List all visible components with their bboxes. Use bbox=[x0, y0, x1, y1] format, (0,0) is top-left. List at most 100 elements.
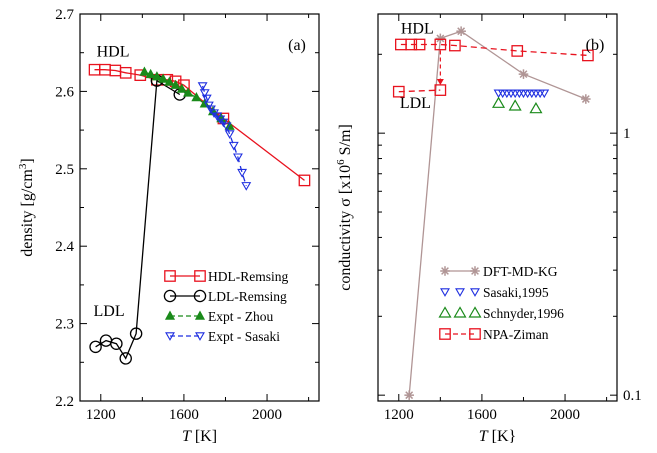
legend-label: LDL-Remsing bbox=[208, 289, 287, 304]
legend-marker bbox=[194, 310, 206, 320]
x-tick-label: 1200 bbox=[86, 407, 116, 423]
data-point bbox=[151, 71, 162, 81]
data-point bbox=[197, 82, 208, 91]
data-point bbox=[224, 130, 235, 139]
series-line bbox=[398, 89, 441, 93]
y-axis-label-sup: 6 bbox=[335, 159, 347, 165]
legend-item: Sasaki,1995 bbox=[440, 285, 549, 300]
legend-item: Expt - Zhou bbox=[164, 309, 273, 324]
asterisk-stroke bbox=[457, 27, 466, 36]
series-line bbox=[201, 85, 247, 186]
x-tick-label: 1200 bbox=[384, 407, 414, 423]
arrow-head bbox=[436, 79, 444, 86]
legend: DFT-MD-KG Sasaki,1995 Schnyder,1996 NPA-Zim… bbox=[438, 264, 564, 342]
legend-label: Expt - Zhou bbox=[208, 309, 273, 324]
ticks: 1200 1600 2000 1 0.1 bbox=[378, 14, 642, 423]
data-point bbox=[456, 26, 466, 37]
legend-marker bbox=[438, 306, 452, 318]
data-point bbox=[529, 101, 543, 114]
data-point bbox=[237, 168, 248, 178]
y-axis-label: density [g/cm3] bbox=[17, 158, 36, 256]
legend-marker bbox=[453, 306, 467, 318]
data-point bbox=[518, 89, 529, 99]
data-point bbox=[89, 340, 102, 354]
legend-marker bbox=[164, 270, 176, 282]
legend-label: NPA-Ziman bbox=[483, 327, 549, 342]
data-point bbox=[434, 38, 447, 51]
series-expt-sasaki bbox=[197, 82, 252, 191]
data-point bbox=[183, 87, 194, 97]
series-line bbox=[94, 69, 305, 181]
y-axis-label-sup: 3 bbox=[17, 163, 29, 169]
data-point bbox=[228, 141, 239, 151]
asterisk-stroke bbox=[405, 391, 414, 400]
legend-marker bbox=[440, 266, 450, 276]
asterisk-stroke bbox=[519, 70, 528, 79]
data-point bbox=[139, 66, 150, 76]
data-point bbox=[201, 94, 212, 104]
data-point bbox=[221, 122, 232, 132]
data-point bbox=[170, 79, 181, 89]
legend-label: HDL-Remsing bbox=[208, 269, 288, 284]
plot-frame bbox=[377, 13, 618, 402]
legend-marker bbox=[469, 328, 481, 340]
data-point bbox=[497, 89, 508, 99]
asterisk-stroke bbox=[441, 267, 449, 275]
data-point bbox=[508, 99, 522, 111]
legend-label: Expt - Sasaki bbox=[208, 329, 280, 344]
panel-label: (b) bbox=[586, 37, 605, 54]
data-point bbox=[158, 73, 169, 83]
asterisk-stroke bbox=[436, 34, 445, 43]
data-point bbox=[129, 327, 143, 340]
data-point bbox=[514, 89, 525, 99]
legend-item: Expt - Sasaki bbox=[165, 329, 280, 344]
series-dft-md-kg bbox=[404, 26, 591, 400]
legend-marker bbox=[163, 289, 177, 303]
data-point bbox=[510, 89, 521, 99]
plot-frame bbox=[79, 13, 320, 402]
legend-marker bbox=[468, 306, 482, 318]
legend-marker bbox=[470, 288, 480, 297]
data-point bbox=[581, 94, 591, 104]
asterisk-stroke bbox=[581, 95, 590, 103]
series-line bbox=[400, 43, 588, 57]
annotation-ldl: LDL bbox=[94, 303, 125, 320]
data-point bbox=[298, 174, 311, 187]
y-axis-label-text: density [g/cm bbox=[19, 169, 36, 257]
legend-label: Schnyder,1996 bbox=[483, 306, 564, 321]
panel-label: (a) bbox=[288, 37, 306, 54]
series-line bbox=[95, 79, 181, 360]
data-point bbox=[241, 182, 252, 191]
legend-item: Schnyder,1996 bbox=[438, 306, 564, 321]
data-point bbox=[413, 38, 426, 51]
x-tick-label: 1600 bbox=[467, 407, 497, 423]
data-point bbox=[511, 45, 524, 57]
data-point bbox=[491, 96, 506, 108]
data-point bbox=[145, 68, 156, 79]
y-tick-label: 2.7 bbox=[55, 7, 74, 23]
y-tick-label: 2.4 bbox=[55, 239, 74, 255]
data-point bbox=[449, 39, 461, 52]
legend-marker bbox=[165, 332, 175, 341]
legend-item: LDL-Remsing bbox=[163, 289, 287, 304]
x-tick-label: 2000 bbox=[550, 407, 580, 423]
series-schnyder-1996 bbox=[491, 96, 543, 114]
legend-label: DFT-MD-KG bbox=[483, 264, 558, 279]
y-tick-label: 2.2 bbox=[55, 394, 74, 410]
y-axis-label-text: ] bbox=[19, 158, 36, 163]
data-point bbox=[435, 33, 446, 44]
legend-marker bbox=[439, 328, 451, 340]
series-group bbox=[88, 63, 311, 365]
legend-item: NPA-Ziman bbox=[439, 327, 549, 342]
data-point bbox=[233, 153, 243, 163]
x-tick-label: 2000 bbox=[252, 407, 282, 423]
legend-marker bbox=[164, 310, 176, 320]
transition-arrow bbox=[436, 50, 444, 86]
legend-marker bbox=[455, 288, 465, 297]
data-point bbox=[119, 352, 132, 365]
y-axis-label: conductivity σ [x106 S/m] bbox=[335, 124, 354, 291]
legend-marker bbox=[440, 288, 450, 297]
x-tick-label: 1600 bbox=[169, 407, 199, 423]
data-point bbox=[501, 89, 512, 99]
ticks: 1200 1600 2000 2.2 2.3 2.4 2.5 2.6 2.7 bbox=[55, 7, 319, 423]
